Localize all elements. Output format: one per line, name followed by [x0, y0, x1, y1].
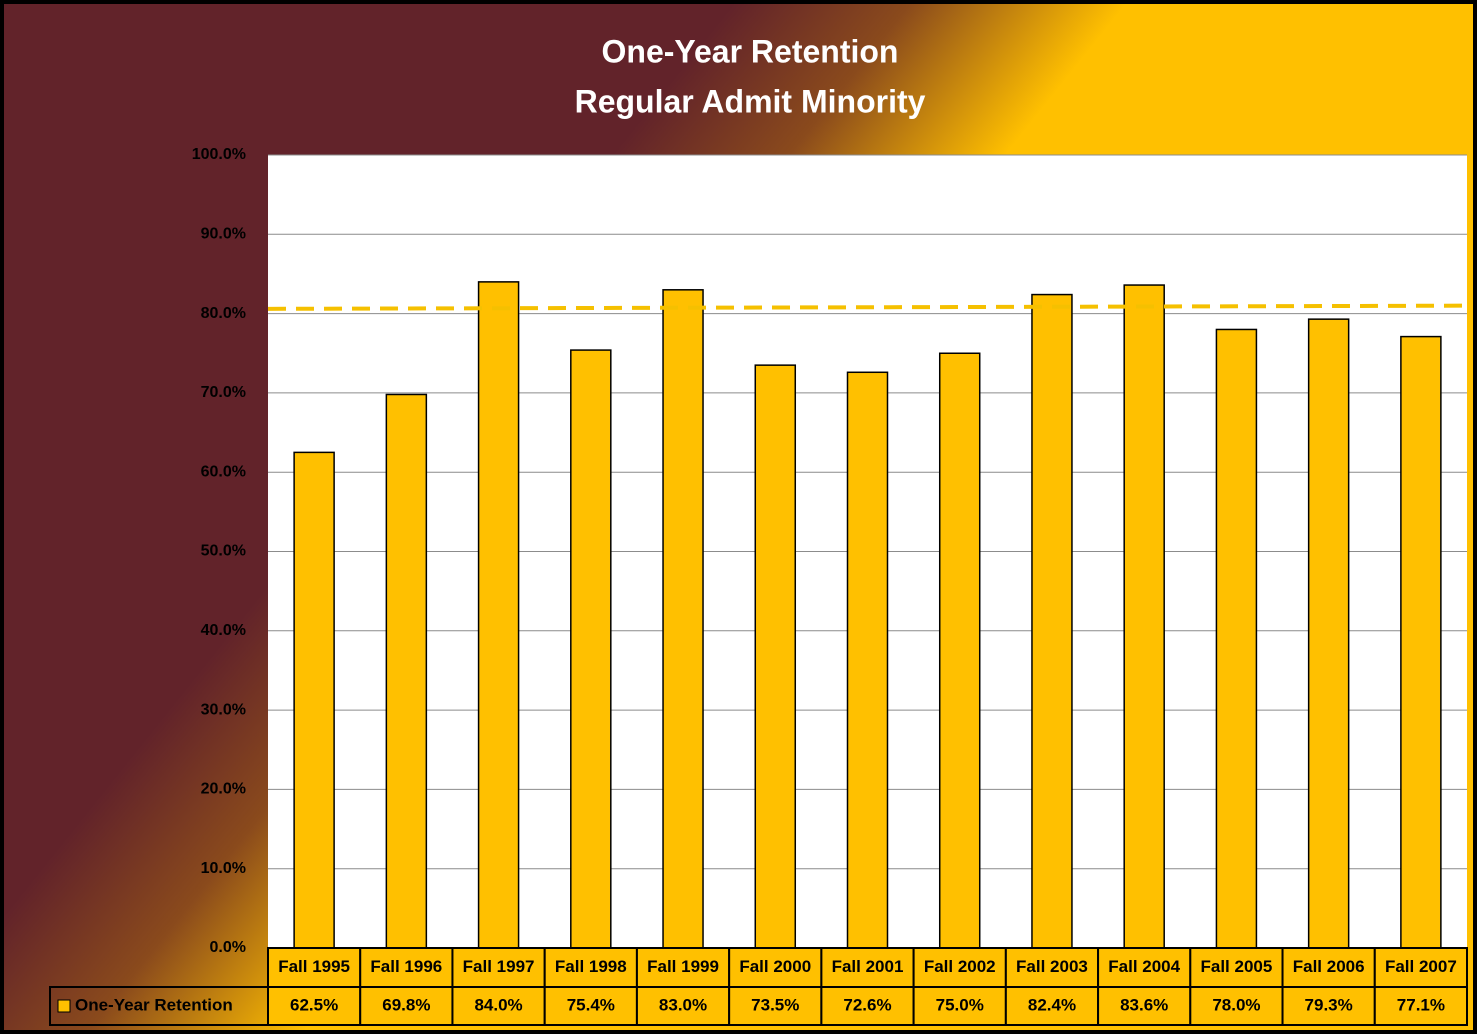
value-label: 83.0%	[659, 995, 707, 1014]
category-cell	[820, 947, 915, 988]
y-tick-label: 60.0%	[201, 463, 246, 480]
value-label: 83.6%	[1120, 995, 1168, 1014]
x-tick-label: Fall 2001	[832, 957, 904, 976]
y-tick-label: 90.0%	[201, 226, 246, 243]
y-tick-label: 40.0%	[201, 622, 246, 639]
value-label: 62.5%	[290, 995, 338, 1014]
y-tick-label: 50.0%	[201, 543, 246, 560]
y-tick-label: 30.0%	[201, 701, 246, 718]
value-label: 69.8%	[382, 995, 430, 1014]
x-tick-label: Fall 2002	[924, 957, 996, 976]
bar	[293, 451, 335, 949]
x-tick-label: Fall 2005	[1201, 957, 1273, 976]
x-tick-label: Fall 1998	[555, 957, 627, 976]
bar	[1307, 318, 1350, 949]
bar	[754, 364, 797, 949]
value-cell	[820, 986, 915, 1026]
y-tick-label: 10.0%	[201, 860, 246, 877]
x-tick-label: Fall 1995	[278, 957, 350, 976]
value-label: 75.4%	[567, 995, 615, 1014]
bar	[477, 281, 520, 949]
value-cell	[267, 986, 362, 1026]
x-tick-label: Fall 2006	[1293, 957, 1365, 976]
x-tick-label: Fall 1999	[647, 957, 719, 976]
x-tick-label: Fall 2004	[1108, 957, 1180, 976]
value-cell	[359, 986, 454, 1026]
category-cell	[912, 947, 1007, 988]
bar	[1215, 328, 1258, 949]
y-tick-label: 80.0%	[201, 305, 246, 322]
y-tick-label: 100.0%	[192, 146, 246, 163]
value-label: 84.0%	[474, 995, 522, 1014]
bar	[1400, 335, 1442, 949]
category-cell	[728, 947, 823, 988]
y-tick-label: 0.0%	[210, 939, 246, 956]
x-tick-label: Fall 1996	[370, 957, 442, 976]
value-cell	[635, 986, 731, 1026]
value-cell	[1097, 986, 1192, 1026]
category-cell	[635, 947, 731, 988]
y-tick-label: 70.0%	[201, 384, 246, 401]
value-label: 82.4%	[1028, 995, 1076, 1014]
value-cell	[1189, 986, 1284, 1026]
bar	[1123, 284, 1165, 949]
legend-label: One-Year Retention	[75, 995, 233, 1014]
value-cell	[1373, 986, 1469, 1026]
legend-swatch	[57, 999, 71, 1013]
bar	[1031, 293, 1073, 949]
y-tick-label: 20.0%	[201, 781, 246, 798]
value-label: 72.6%	[843, 995, 891, 1014]
bar	[570, 349, 612, 949]
value-cell	[1004, 986, 1100, 1026]
reference-line	[267, 303, 1468, 311]
category-cell	[1004, 947, 1100, 988]
bar	[662, 289, 704, 949]
value-label: 78.0%	[1212, 995, 1260, 1014]
value-cell	[451, 986, 546, 1026]
value-label: 77.1%	[1397, 995, 1445, 1014]
value-label: 79.3%	[1305, 995, 1353, 1014]
value-label: 75.0%	[936, 995, 984, 1014]
chart-title: One-Year Retention	[602, 33, 899, 69]
value-cell	[728, 986, 823, 1026]
value-cell	[543, 986, 638, 1026]
x-tick-label: Fall 2003	[1016, 957, 1088, 976]
x-tick-label: Fall 1997	[463, 957, 535, 976]
bar	[385, 393, 428, 949]
x-tick-label: Fall 2000	[739, 957, 811, 976]
category-cell	[1097, 947, 1192, 988]
chart-subtitle: Regular Admit Minority	[575, 83, 926, 119]
bar	[846, 371, 889, 949]
x-tick-label: Fall 2007	[1385, 957, 1457, 976]
category-cell	[1189, 947, 1284, 988]
value-label: 73.5%	[751, 995, 799, 1014]
bar	[938, 352, 981, 949]
